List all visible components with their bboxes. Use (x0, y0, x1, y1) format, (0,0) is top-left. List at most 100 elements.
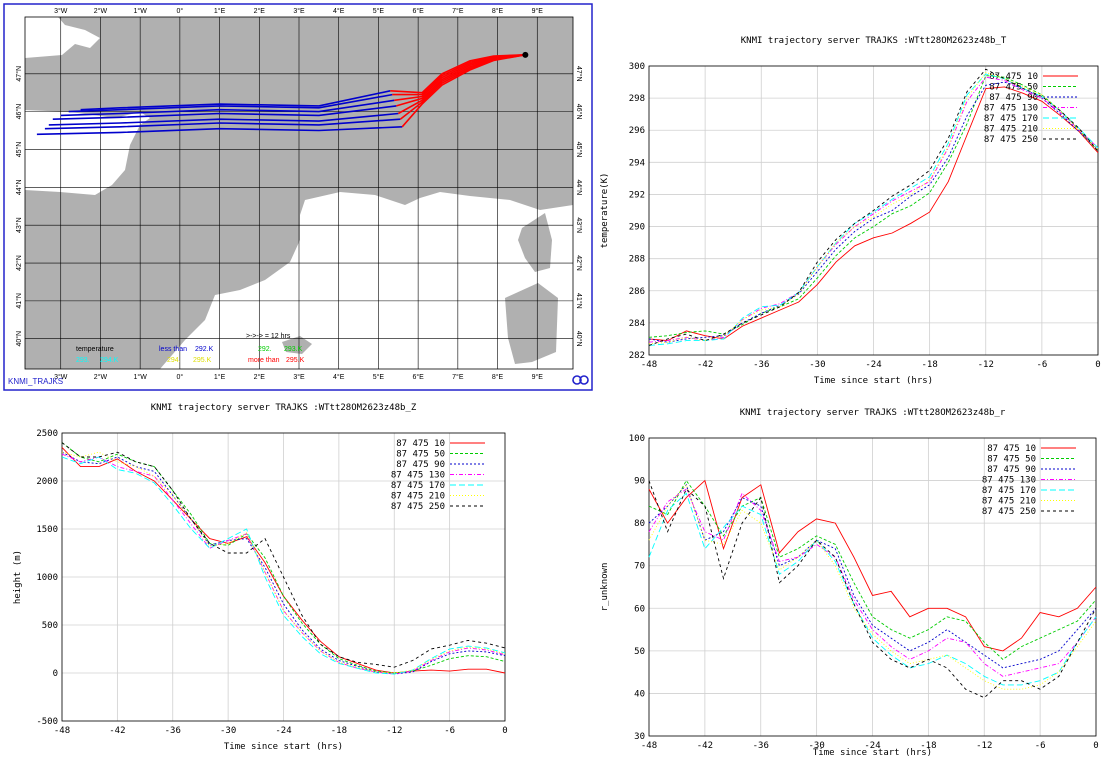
map-lat-tick-left: 45°N (15, 142, 23, 158)
map-plot-border (24, 16, 574, 370)
legend-entry-1: 87 475 50 (987, 455, 1036, 465)
mediterranean-sea (160, 192, 573, 369)
legend-entry-5: 87 475 210 (982, 497, 1036, 507)
trajectory-map: 3°W 3°W 2°W 2°W 1°W 1°W 0° 0° 1°E 1°E 2°E 2°E 3°E 3°E… (3, 3, 593, 391)
y-tick-label: 2500 (36, 429, 58, 439)
y-tick-label: 80 (634, 519, 645, 529)
x-tick-label: -30 (809, 360, 825, 370)
map-lat-tick-left: 40°N (15, 331, 23, 347)
x-tick-label: -36 (753, 741, 769, 751)
y-tick-label: 90 (634, 477, 645, 487)
map-legend: temperature >->-> = 12 hrs less than 292… (76, 333, 305, 364)
map-lon-tick-top: 1°E (214, 7, 226, 15)
y-tick-label: 290 (629, 223, 645, 233)
x-tick-label: -48 (641, 741, 657, 751)
map-lon-tick-bottom: 5°E (373, 373, 385, 381)
map-lon-tick-bottom: 1°E (214, 373, 226, 381)
x-tick-label: -6 (1035, 741, 1046, 751)
y-tick-label: 70 (634, 562, 645, 572)
x-tick-label: -36 (753, 360, 769, 370)
trajectory-tracks (36, 51, 529, 136)
y-tick-label: 0 (53, 669, 58, 679)
humidity-chart: -48 -42 -36 -30 -24 -18 -12 -6 0 30 40 50 60 70 80 90 10… (600, 408, 1099, 758)
y-tick-label: 40 (634, 689, 645, 699)
legend-item-1-label: 292. (258, 346, 272, 353)
map-lon-tick-bottom: 2°E (254, 373, 266, 381)
x-tick-label: -36 (165, 726, 181, 736)
series-line-6 (61, 442, 506, 668)
map-lat-tick-right: 40°N (575, 331, 583, 347)
series-line-2 (61, 451, 506, 675)
y-axis-label: temperature(K) (600, 173, 610, 249)
map-lat-tick-right: 44°N (575, 180, 583, 196)
x-tick-label: -12 (976, 741, 992, 751)
map-lon-tick-bottom: 4°E (333, 373, 345, 381)
map-lon-tick-bottom: 3°W (54, 373, 68, 381)
series-line-5 (648, 71, 1099, 345)
series-line-6 (648, 68, 1099, 346)
map-lon-tick-bottom: 1°W (134, 373, 148, 381)
series-line-4 (648, 492, 1097, 686)
map-lon-tick-top: 2°E (254, 7, 266, 15)
x-tick-label: -18 (921, 360, 937, 370)
legend-entry-6: 87 475 250 (982, 507, 1036, 517)
balearic-island (282, 336, 312, 354)
channel-sea (25, 17, 100, 58)
x-tick-label: -12 (978, 360, 994, 370)
x-tick-label: -42 (109, 726, 125, 736)
map-lon-tick-top: 0° (177, 7, 184, 15)
series-line-0 (648, 479, 1097, 652)
y-tick-label: 500 (42, 621, 58, 631)
map-lon-tick-top: 1°W (134, 7, 148, 15)
x-tick-label: 0 (502, 726, 507, 736)
knmi-logo-icon (572, 375, 589, 385)
legend-entry-5: 87 475 210 (391, 492, 445, 502)
map-lat-tick-left: 44°N (15, 180, 23, 196)
x-tick-label: -6 (1036, 360, 1047, 370)
y-tick-label: 100 (629, 434, 645, 444)
map-lon-tick-top: 6°E (412, 7, 424, 15)
map-lat-tick-right: 47°N (575, 66, 583, 82)
map-lat-tick-left: 47°N (15, 66, 23, 82)
x-tick-label: -18 (920, 741, 936, 751)
map-lat-tick-right: 46°N (575, 104, 583, 120)
map-geography (25, 17, 573, 369)
y-tick-label: 296 (629, 126, 645, 136)
plot-border (648, 65, 1099, 356)
legend-entry-4: 87 475 170 (982, 486, 1036, 496)
corsica-island (518, 213, 552, 272)
map-lat-tick-right: 41°N (575, 293, 583, 309)
legend-entry-1: 87 475 50 (396, 450, 445, 460)
map-lon-tick-bottom: 9°E (532, 373, 544, 381)
y-tick-label: 298 (629, 94, 645, 104)
x-tick-label: -24 (275, 726, 291, 736)
y-tick-label: 288 (629, 255, 645, 265)
legend-entry-2: 87 475 90 (396, 460, 445, 470)
x-tick-label: -12 (386, 726, 402, 736)
map-lon-tick-bottom: 3°E (293, 373, 305, 381)
series-line-1 (61, 442, 506, 674)
x-tick-label: 0 (1095, 360, 1100, 370)
x-tick-label: -48 (54, 726, 70, 736)
trajectory-blue-segment (44, 118, 401, 130)
map-lon-tick-top: 8°E (492, 7, 504, 15)
trajectory-blue-segment (48, 112, 399, 126)
y-tick-label: 1000 (36, 573, 58, 583)
legend-entry-4: 87 475 170 (984, 114, 1038, 124)
chart-title: KNMI trajectory server TRAJKS :WTtt28OM2… (151, 403, 417, 413)
legend-entry-2: 87 475 90 (987, 465, 1036, 475)
legend-item-4-value: 295.K (286, 357, 305, 364)
x-tick-label: -42 (697, 741, 713, 751)
y-tick-label: -500 (36, 717, 58, 727)
y-axis-label: height (m) (13, 550, 23, 604)
legend-item-3-value: 295.K (193, 357, 212, 364)
legend-item-2-value: 294.K (100, 357, 119, 364)
map-lon-tick-top: 5°E (373, 7, 385, 15)
series-line-6 (648, 480, 1097, 699)
y-tick-label: 286 (629, 287, 645, 297)
map-lon-tick-bottom: 0° (177, 373, 184, 381)
map-lat-tick-left: 43°N (15, 217, 23, 233)
map-lat-tick-left: 42°N (15, 255, 23, 271)
x-tick-label: -18 (331, 726, 347, 736)
legend-entry-0: 87 475 10 (396, 439, 445, 449)
